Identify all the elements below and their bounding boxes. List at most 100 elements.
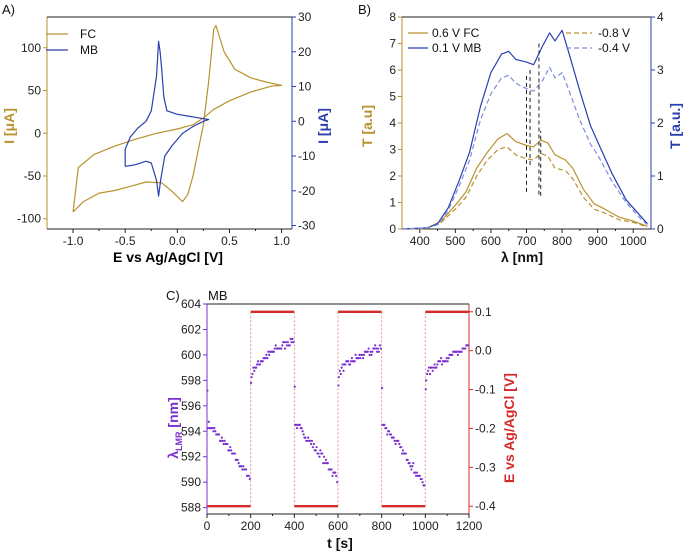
y-right-tick-label: -30 (298, 219, 316, 233)
data-point (291, 337, 294, 341)
series-line-mb (124, 40, 210, 197)
y-tick-label: -100 (17, 212, 41, 226)
panel-c-ylabel-sub: LMR (174, 431, 184, 451)
data-point (418, 474, 421, 477)
data-point (427, 366, 431, 369)
data-point (286, 341, 289, 344)
data-point (251, 372, 254, 376)
data-point (284, 341, 288, 344)
panel-c-ylabel: λLMR [nm] (165, 397, 184, 459)
y-right-tick-label: 10 (298, 80, 312, 94)
y-tick-label: 594 (181, 424, 201, 438)
data-point (375, 350, 379, 353)
y-tick-label: 2 (389, 169, 396, 183)
x-tick-label: 600 (481, 234, 501, 248)
data-point (341, 363, 344, 366)
data-point (445, 356, 448, 360)
y-right-tick-label: 3 (657, 63, 664, 77)
y-tick-label: 596 (181, 399, 201, 413)
data-point (309, 442, 313, 446)
data-point (217, 433, 221, 436)
data-point (409, 465, 412, 468)
data-point (415, 471, 419, 474)
data-point (314, 449, 317, 452)
data-point (367, 347, 370, 350)
data-point (349, 360, 353, 363)
data-point (322, 461, 325, 465)
data-point (334, 471, 337, 474)
data-point (312, 442, 315, 446)
data-point (211, 426, 214, 430)
y-tick-label: 598 (181, 373, 201, 387)
data-point (370, 353, 373, 357)
data-point (425, 379, 428, 382)
data-point (289, 337, 292, 341)
data-point (206, 389, 209, 392)
data-point (340, 366, 343, 369)
y-tick-label: 0 (34, 126, 41, 140)
data-point (240, 465, 243, 468)
data-point (256, 360, 260, 363)
data-point (338, 369, 341, 372)
data-point (322, 455, 326, 458)
data-point (337, 376, 340, 379)
data-point (424, 388, 427, 391)
y-tick-label: 3 (389, 143, 396, 157)
data-point (435, 366, 438, 369)
y-tick-label: 8 (389, 10, 396, 24)
panel-c: C) MB 0 200 400 600 800 1000 1200 588 590 592 594 5… (165, 288, 517, 551)
data-point (242, 465, 245, 468)
data-point (244, 468, 248, 471)
y-right-tick-label: 0 (657, 222, 664, 236)
panel-a-legend: FC MB (46, 27, 98, 57)
y-tick-label: 600 (181, 348, 201, 362)
x-tick-label: 900 (588, 234, 608, 248)
x-tick-label: -1.0 (63, 234, 84, 248)
data-point (206, 426, 209, 430)
data-point (317, 452, 320, 455)
data-point (301, 430, 304, 433)
data-point (423, 484, 426, 487)
data-point (226, 442, 229, 446)
data-point (460, 350, 463, 353)
legend-label-0-1v-mb: 0.1 V MB (432, 41, 481, 55)
data-point (311, 446, 315, 449)
data-point (285, 344, 289, 347)
panel-c-ylabel-unit: [nm] (165, 397, 181, 431)
data-point (250, 376, 253, 379)
data-point (281, 344, 284, 347)
data-point (398, 442, 401, 446)
data-point (268, 353, 271, 357)
y-tick-label: 1 (389, 196, 396, 210)
data-point (222, 442, 225, 446)
data-point (353, 360, 356, 363)
data-point (467, 344, 470, 347)
data-point (357, 356, 360, 360)
data-point (369, 350, 372, 353)
data-point (310, 439, 314, 442)
x-tick-label: 400 (284, 519, 304, 533)
legend-label-minus-0-8v: -0.8 V (598, 26, 630, 40)
data-point (221, 439, 224, 442)
data-point (377, 350, 381, 353)
panel-b: B) 400 500 600 700 800 900 100001234567801234 … (358, 2, 683, 265)
y-right-tick-label: 30 (298, 10, 312, 24)
data-point (280, 347, 283, 350)
x-tick-label: 1000 (620, 234, 647, 248)
y-tick-label: 7 (389, 37, 396, 51)
y-tick-label: 588 (181, 501, 201, 515)
data-point (428, 372, 432, 376)
panel-b-legend: 0.6 V FC 0.1 V MB -0.8 V -0.4 V (408, 26, 630, 55)
data-point (420, 477, 423, 481)
data-point (309, 439, 312, 442)
data-point (252, 366, 255, 369)
data-point (302, 433, 305, 436)
y-right-tick-label: 0.1 (475, 305, 492, 319)
data-point (230, 449, 233, 452)
data-point (321, 452, 324, 455)
x-tick-label: 0.5 (221, 234, 238, 248)
data-point (375, 347, 378, 350)
data-point (288, 344, 291, 347)
panel-a-ylabel-right: I [μA] (315, 108, 331, 144)
data-point (366, 350, 369, 353)
